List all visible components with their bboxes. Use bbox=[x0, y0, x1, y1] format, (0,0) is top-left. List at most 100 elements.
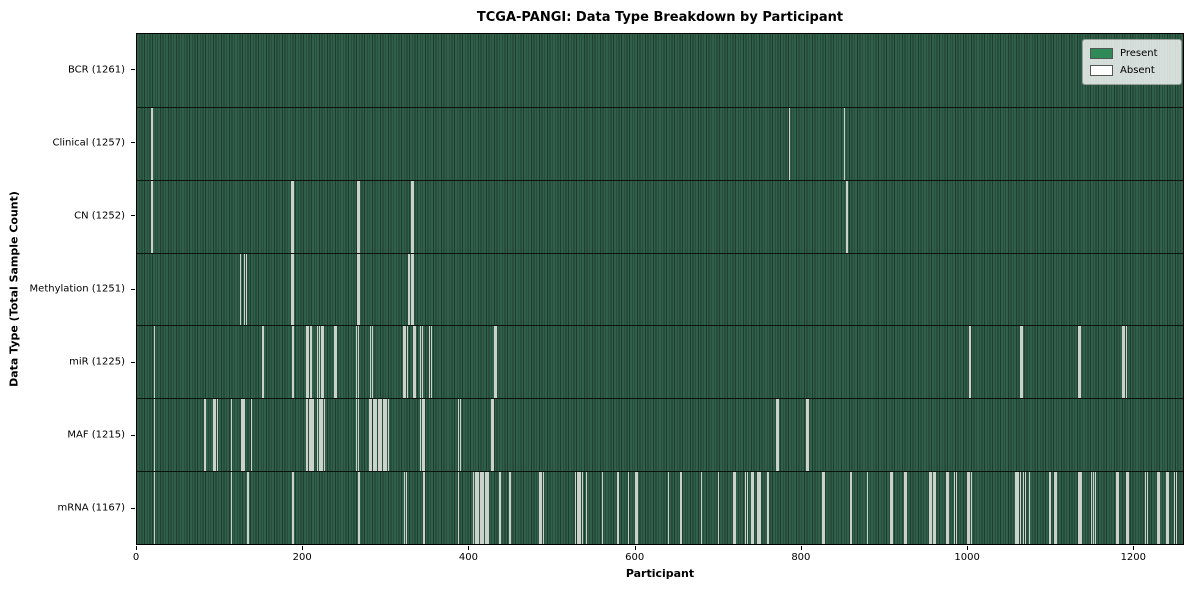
absent-mark bbox=[1017, 472, 1020, 544]
y-tick-label: mRNA (1167) bbox=[57, 502, 125, 514]
y-tick-label: miR (1225) bbox=[69, 356, 125, 368]
x-axis: 0 200 400 600 800 1000 1200 bbox=[133, 546, 1184, 568]
absent-mark bbox=[421, 326, 423, 399]
absent-mark bbox=[358, 253, 360, 326]
absent-mark bbox=[601, 472, 603, 544]
absent-mark bbox=[357, 326, 360, 399]
x-tick-mark bbox=[634, 546, 636, 550]
absent-mark bbox=[239, 253, 242, 326]
legend-label: Absent bbox=[1120, 65, 1155, 76]
absent-mark bbox=[291, 180, 293, 253]
absent-mark bbox=[410, 180, 413, 253]
absent-mark bbox=[250, 399, 253, 472]
absent-mark bbox=[850, 472, 852, 544]
absent-mark bbox=[371, 326, 374, 399]
x-tick-label: 200 bbox=[292, 552, 312, 563]
absent-mark bbox=[499, 472, 501, 544]
absent-mark bbox=[405, 472, 408, 544]
absent-mark bbox=[308, 399, 311, 472]
absent-mark bbox=[312, 399, 315, 472]
y-tick-mark bbox=[131, 507, 135, 509]
absent-mark bbox=[757, 472, 759, 544]
absent-mark bbox=[970, 472, 973, 544]
row-BCR bbox=[137, 34, 1183, 107]
absent-mark bbox=[375, 399, 378, 472]
absent-mark bbox=[151, 180, 154, 253]
absent-mark bbox=[153, 472, 155, 544]
absent-mark bbox=[1019, 326, 1021, 399]
absent-mark bbox=[788, 107, 791, 180]
absent-mark bbox=[579, 472, 582, 544]
absent-mark bbox=[805, 399, 807, 472]
absent-mark bbox=[430, 326, 433, 399]
y-tick-mark bbox=[131, 142, 135, 144]
y-tick-label: Methylation (1251) bbox=[29, 283, 125, 295]
absent-mark bbox=[245, 253, 248, 326]
absent-mark bbox=[930, 472, 933, 544]
absent-mark bbox=[1028, 472, 1031, 544]
absent-mark bbox=[306, 399, 308, 472]
absent-mark bbox=[151, 107, 154, 180]
absent-mark bbox=[358, 472, 360, 544]
absent-mark bbox=[244, 253, 246, 326]
absent-mark bbox=[890, 472, 892, 544]
absent-mark bbox=[955, 472, 958, 544]
absent-mark bbox=[292, 180, 295, 253]
absent-mark bbox=[321, 399, 324, 472]
absent-mark bbox=[403, 326, 405, 399]
absent-mark bbox=[745, 472, 747, 544]
x-tick-mark bbox=[1133, 546, 1135, 550]
absent-mark bbox=[667, 472, 670, 544]
row-mRNA bbox=[137, 471, 1183, 544]
y-axis: BCR (1261) Clinical (1257) CN (1252) Methyl… bbox=[0, 33, 136, 545]
absent-mark bbox=[421, 399, 423, 472]
absent-mark bbox=[823, 472, 826, 544]
absent-mark bbox=[752, 472, 754, 544]
absent-mark bbox=[734, 472, 736, 544]
absent-mark bbox=[317, 399, 319, 472]
absent-mark bbox=[240, 399, 243, 472]
absent-mark bbox=[414, 326, 417, 399]
absent-mark bbox=[1125, 472, 1128, 544]
absent-mark bbox=[1079, 326, 1081, 399]
absent-mark bbox=[947, 472, 949, 544]
legend-label: Present bbox=[1120, 48, 1158, 59]
absent-mark bbox=[945, 472, 948, 544]
absent-mark bbox=[1024, 472, 1026, 544]
absent-mark bbox=[843, 107, 846, 180]
absent-mark bbox=[380, 399, 383, 472]
x-tick-label: 400 bbox=[458, 552, 478, 563]
x-axis-label: Participant bbox=[625, 567, 695, 580]
absent-mark bbox=[230, 399, 233, 472]
absent-mark bbox=[322, 326, 325, 399]
x-tick-label: 1000 bbox=[954, 552, 980, 563]
absent-mark bbox=[581, 472, 583, 544]
absent-mark bbox=[1175, 472, 1177, 544]
absent-mark bbox=[1055, 472, 1057, 544]
x-tick-mark bbox=[136, 546, 137, 550]
absent-mark bbox=[357, 399, 360, 472]
absent-mark bbox=[230, 472, 233, 544]
absent-mark bbox=[370, 399, 373, 472]
absent-mark bbox=[1049, 472, 1051, 544]
absent-mark bbox=[379, 399, 381, 472]
absent-mark bbox=[472, 472, 475, 544]
x-tick-label: 1200 bbox=[1120, 552, 1147, 563]
absent-mark bbox=[484, 472, 486, 544]
row-MAF bbox=[137, 398, 1183, 472]
absent-mark bbox=[701, 472, 703, 544]
absent-mark bbox=[404, 472, 406, 544]
absent-mark bbox=[1125, 326, 1128, 399]
absent-mark bbox=[574, 472, 577, 544]
absent-mark bbox=[487, 472, 490, 544]
absent-mark bbox=[904, 472, 906, 544]
absent-mark bbox=[759, 472, 761, 544]
absent-mark bbox=[585, 472, 588, 544]
absent-mark bbox=[822, 472, 824, 544]
row-CN bbox=[137, 179, 1183, 253]
absent-mark bbox=[481, 472, 483, 544]
absent-mark bbox=[491, 399, 493, 472]
absent-mark bbox=[1144, 472, 1147, 544]
absent-mark bbox=[247, 472, 249, 544]
absent-mark bbox=[1146, 472, 1148, 544]
